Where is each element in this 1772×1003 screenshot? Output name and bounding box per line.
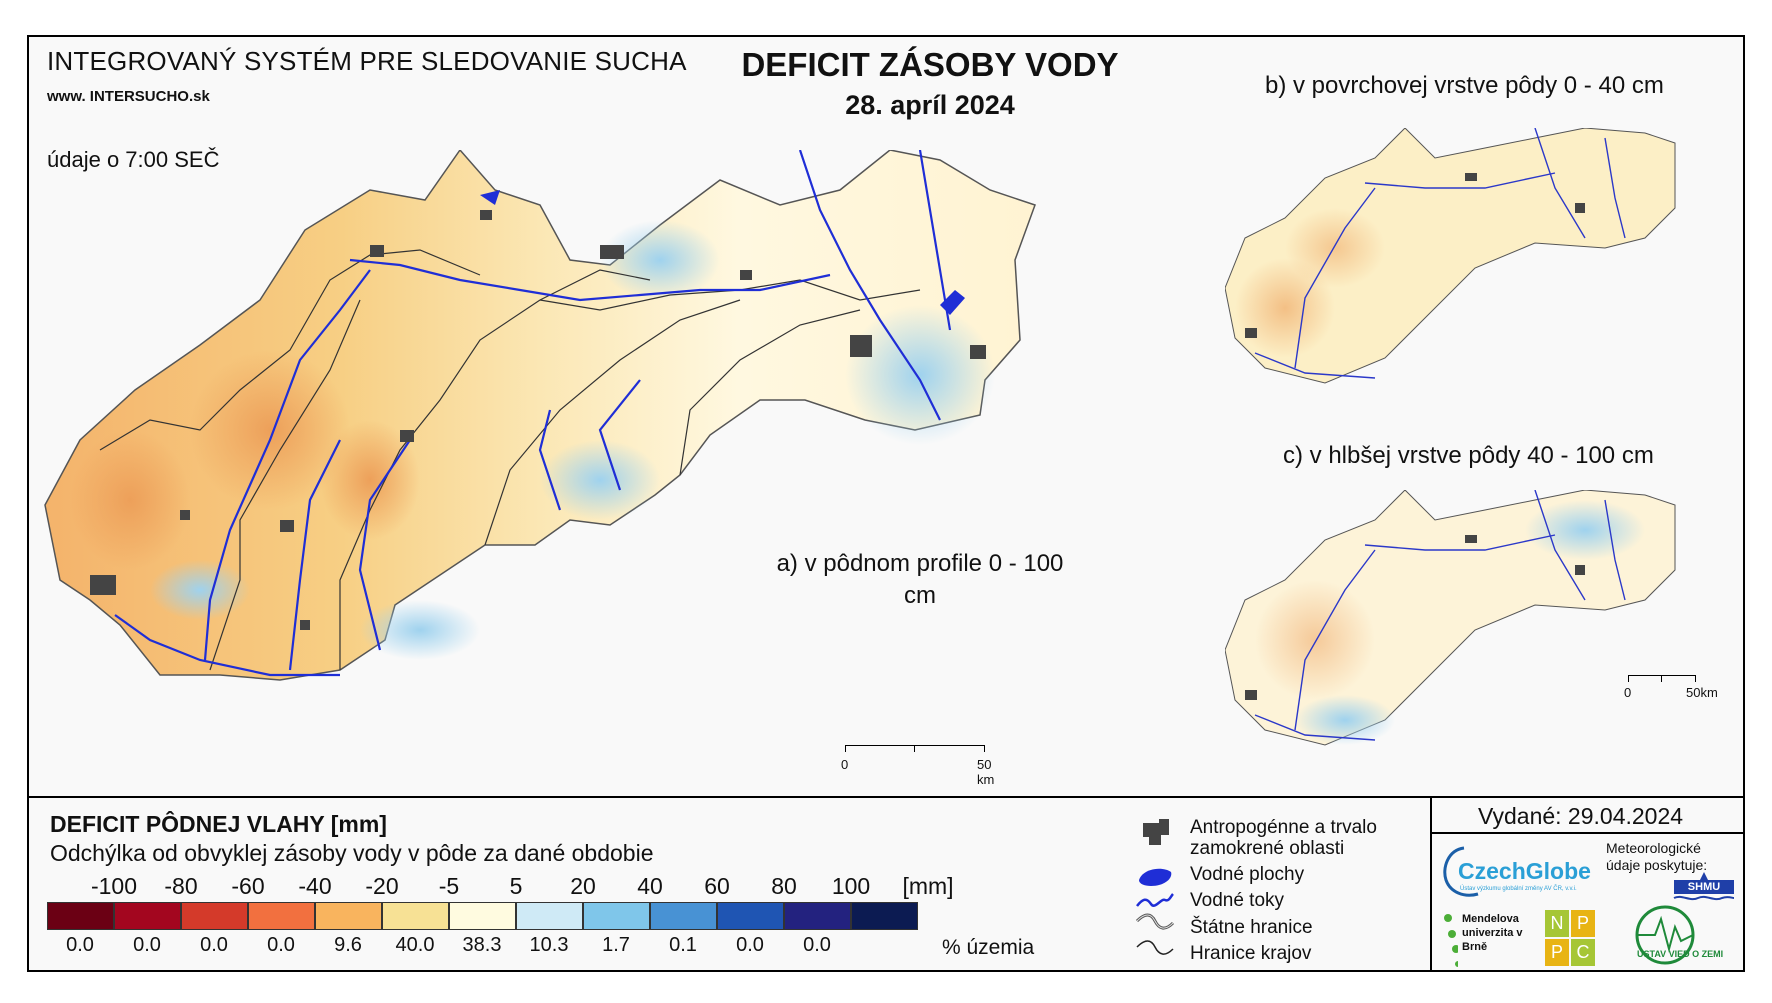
map-panel-a [44, 150, 1036, 681]
urban-area-icon [1143, 819, 1169, 845]
river-icon [1136, 893, 1174, 907]
percent-value: 0.0 [133, 934, 161, 956]
scale-tick-label: 60 [704, 873, 730, 899]
color-swatch [181, 902, 248, 930]
main-date: 28. apríl 2024 [845, 90, 1015, 120]
legend-regions-label: Hranice krajov [1190, 943, 1312, 964]
scale-tick-label: -80 [164, 873, 198, 899]
scale-tick-label: 40 [637, 873, 663, 899]
nppc-n: N [1545, 910, 1569, 937]
color-swatch [851, 902, 918, 930]
system-title: INTEGROVANÝ SYSTÉM PRE SLEDOVANIE SUCHA [47, 46, 687, 76]
scale-tick-label: -5 [438, 873, 460, 899]
issued-date: Vydané: 29.04.2024 [1478, 803, 1684, 829]
legend-subtitle: Odchýlka od obvyklej zásoby vody v pôde … [50, 840, 654, 866]
percent-value: 0.0 [200, 934, 228, 956]
panel-c-label: c) v hlbšej vrstve pôdy 40 - 100 cm [1283, 442, 1654, 469]
percent-value: 0.1 [669, 934, 697, 956]
legend-rivers-label: Vodné toky [1190, 890, 1285, 911]
percent-value: 0.0 [66, 934, 94, 956]
scale-unit: [mm] [902, 873, 954, 899]
percent-value: 0.0 [736, 934, 764, 956]
scale-tick-label: -60 [231, 873, 265, 899]
shmu-logo: SHMU [1672, 870, 1736, 904]
percent-value: 0.0 [803, 934, 831, 956]
color-swatch [650, 902, 717, 930]
website-link[interactable]: www. INTERSUCHO.sk [47, 88, 210, 105]
panel-a-label: a) v pôdnom profile 0 - 100 cm [776, 550, 1064, 609]
scale-tick-label: -20 [365, 873, 399, 899]
water-body-icon [1139, 868, 1172, 886]
scale-tick-label: 80 [771, 873, 797, 899]
percent-unit: % územia [942, 936, 1035, 959]
scale-tick-label: 5 [509, 873, 523, 899]
scalebar-small-zero: 0 [1624, 685, 1632, 700]
region-border-icon [1136, 940, 1174, 955]
panel-b-label: b) v povrchovej vrstve pôdy 0 - 40 cm [1265, 72, 1664, 99]
state-border-icon [1135, 913, 1175, 930]
legend-urban-label: Antropogénne a trvalo zamokrené oblasti [1190, 817, 1377, 859]
scale-tick-label: -100 [90, 873, 138, 899]
legend-state-border-label: Štátne hranice [1190, 917, 1313, 938]
ustav-logo: ÚSTAV VIED O ZEMI [1615, 905, 1735, 967]
nppc-p2: P [1545, 939, 1569, 966]
mendel-logo: Mendelova univerzita v Brně [1438, 912, 1528, 968]
percent-value: 38.3 [462, 934, 502, 956]
color-swatch [583, 902, 650, 930]
color-swatch [516, 902, 583, 930]
nppc-c: C [1571, 939, 1595, 966]
percent-value: 9.6 [334, 934, 362, 956]
percent-value: 0.0 [267, 934, 295, 956]
main-title: DEFICIT ZÁSOBY VODY [741, 46, 1119, 83]
nppc-p1: P [1571, 910, 1595, 937]
czechglobe-sub: Ústav výzkumu globální změny AV ČR, v.v.… [1460, 886, 1577, 892]
color-swatch [315, 902, 382, 930]
czechglobe-name: CzechGlobe [1458, 858, 1591, 884]
nppc-logo: N P P C [1545, 910, 1595, 966]
map-panel-c [1225, 490, 1676, 746]
percent-value: 40.0 [395, 934, 435, 956]
shmu-name: SHMU [1687, 881, 1721, 893]
color-swatch [248, 902, 315, 930]
legend-water-label: Vodné plochy [1190, 864, 1305, 885]
map-panel-b [1225, 128, 1676, 384]
scale-tick-label: 100 [831, 873, 871, 899]
footer-divider [1430, 796, 1432, 972]
scalebar-small-end: 50km [1686, 685, 1718, 700]
legend-title: DEFICIT PÔDNEJ VLAHY [mm] [50, 811, 387, 837]
czechglobe-logo: CzechGlobe Ústav výzkumu globální změny … [1438, 840, 1598, 902]
meteo-note: Meteorologické údaje poskytuje: [1606, 840, 1708, 873]
color-swatch [114, 902, 181, 930]
data-time-note: údaje o 7:00 SEČ [47, 147, 220, 172]
color-swatch [717, 902, 784, 930]
scalebar-end: 50 km [977, 757, 995, 787]
legend-divider [27, 796, 1745, 798]
ustav-name: ÚSTAV VIED O ZEMI [1637, 949, 1724, 959]
percent-value: 1.7 [602, 934, 630, 956]
mendel-name: Mendelova univerzita v Brně [1462, 913, 1523, 953]
color-swatch [382, 902, 449, 930]
issued-divider [1430, 832, 1745, 834]
scalebar-zero: 0 [841, 757, 849, 772]
scale-tick-label: 20 [570, 873, 596, 899]
color-swatch [449, 902, 516, 930]
color-swatch [784, 902, 851, 930]
color-swatch [47, 902, 114, 930]
scale-tick-label: -40 [298, 873, 332, 899]
percent-value: 10.3 [529, 934, 569, 956]
